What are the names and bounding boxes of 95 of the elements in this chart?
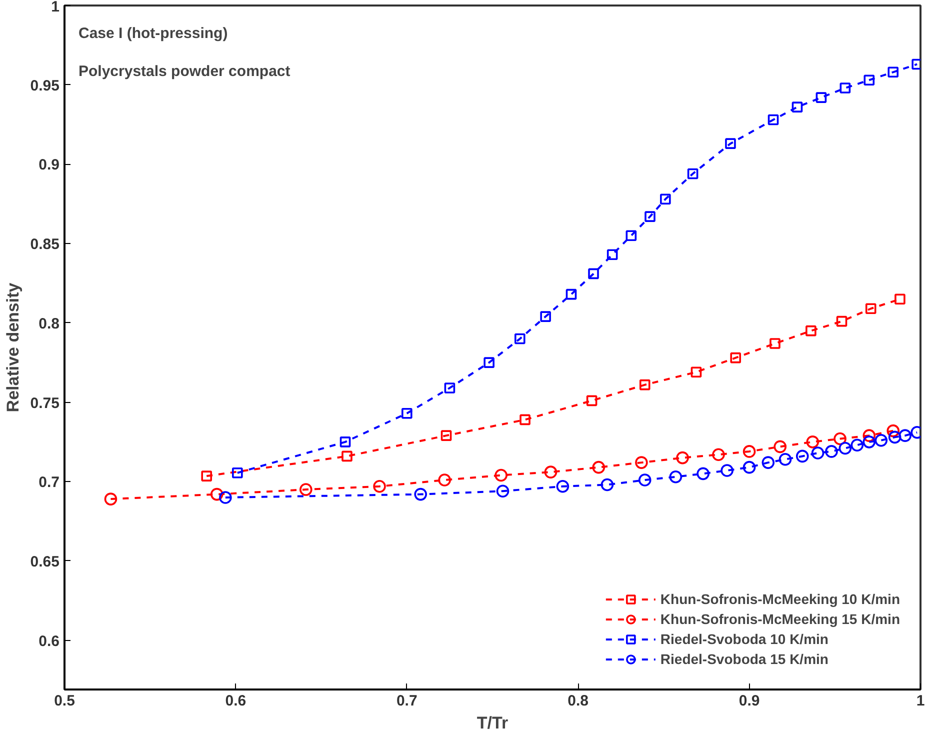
point <box>219 491 232 504</box>
point <box>440 430 452 441</box>
legend-label: Khun-Sofronis-McMeeking 10 K/min <box>660 591 900 607</box>
y-axis-title: Relative density <box>3 282 22 412</box>
point <box>514 333 526 344</box>
point <box>864 74 875 86</box>
point <box>730 352 742 364</box>
point <box>660 194 671 205</box>
point <box>556 480 570 493</box>
point <box>894 294 906 304</box>
point <box>586 395 598 406</box>
point <box>687 168 698 180</box>
point <box>898 429 912 442</box>
point <box>796 450 809 463</box>
point <box>888 430 902 444</box>
point <box>210 488 224 501</box>
point <box>834 432 846 446</box>
point <box>742 460 756 474</box>
x-axis-title: T/Tr <box>476 714 508 732</box>
y-tick-label: 0.65 <box>30 553 60 570</box>
point <box>811 446 824 460</box>
point <box>690 366 702 378</box>
point <box>635 456 648 469</box>
point <box>402 408 412 419</box>
point <box>792 102 803 112</box>
point <box>494 468 508 482</box>
point <box>712 448 725 462</box>
point <box>592 460 606 474</box>
point <box>444 382 456 394</box>
point <box>720 464 734 477</box>
point <box>414 488 427 501</box>
point <box>588 268 599 280</box>
point <box>340 436 351 448</box>
point <box>696 467 710 480</box>
y-tick-label: 0.7 <box>38 474 60 492</box>
point <box>865 303 876 314</box>
point <box>644 211 656 222</box>
point <box>774 440 787 454</box>
point <box>496 484 510 498</box>
point <box>850 438 864 452</box>
annotation: Case I (hot-pressing) <box>78 25 228 42</box>
y-tick-label: 0.9 <box>38 156 60 174</box>
y-tick-label: 0.6 <box>38 632 60 650</box>
point <box>762 456 775 469</box>
point <box>104 492 118 506</box>
point <box>816 92 827 103</box>
y-tick-label: 0.8 <box>38 315 60 332</box>
x-tick-label: 0.8 <box>568 692 589 710</box>
point <box>544 466 558 478</box>
point <box>438 474 451 486</box>
x-tick-label: 0.9 <box>738 692 760 710</box>
point <box>626 230 637 242</box>
point <box>540 311 551 322</box>
point <box>639 379 650 390</box>
point <box>825 445 838 458</box>
point <box>373 480 386 493</box>
x-tick-label: 0.5 <box>54 692 75 710</box>
point <box>725 138 736 149</box>
point <box>232 467 243 478</box>
annotation: Polycrystals powder compact <box>78 63 290 80</box>
x-tick-label: 1 <box>916 692 925 710</box>
y-tick-label: 0.75 <box>30 394 60 412</box>
point <box>886 424 900 438</box>
point <box>888 66 899 78</box>
point <box>840 82 851 94</box>
point <box>770 338 780 349</box>
point <box>520 414 530 426</box>
point <box>806 436 820 448</box>
point <box>862 429 876 442</box>
point <box>836 316 848 327</box>
x-tick-label: 0.7 <box>396 692 418 710</box>
point <box>862 436 876 448</box>
x-tick-label: 0.6 <box>225 692 246 710</box>
point <box>484 357 494 368</box>
point <box>874 434 888 447</box>
legend-label: Khun-Sofronis-McMeeking 15 K/min <box>660 611 900 627</box>
point <box>201 470 212 482</box>
point <box>778 452 792 466</box>
point <box>838 442 852 455</box>
point <box>742 445 756 458</box>
point <box>669 470 682 484</box>
point <box>600 478 614 492</box>
point <box>638 474 652 486</box>
point <box>768 114 779 126</box>
y-tick-label: 1 <box>51 0 60 16</box>
point <box>566 288 577 300</box>
point <box>806 325 816 336</box>
y-tick-label: 0.85 <box>30 236 60 254</box>
point <box>342 450 352 462</box>
point <box>299 483 312 496</box>
point <box>606 249 618 260</box>
y-tick-label: 0.95 <box>30 77 60 94</box>
point <box>676 451 689 464</box>
legend-label: Riedel-Svoboda 15 K/min <box>660 651 828 667</box>
legend-label: Riedel-Svoboda 10 K/min <box>660 631 828 647</box>
